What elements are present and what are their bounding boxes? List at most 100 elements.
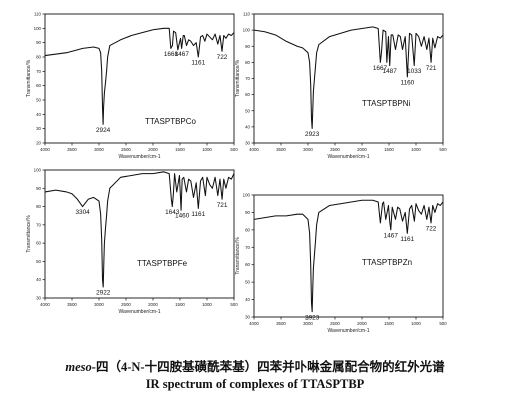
chart-panel-ttasptbpzn: 4000 3500 3000 2500 2000 1500 1000 500 30 40 50 60 7… [235,193,447,335]
caption-english: IR spectrum of complexes of TTASPTBP [145,377,365,391]
y-tick-label: 40 [36,277,41,282]
peak-label: 1643 [165,209,180,216]
y-tick-label: 100 [34,26,42,31]
y-tick-label: 30 [245,141,250,146]
x-axis-label: Wavenumber/cm-1 [327,154,369,160]
plot-frame [253,194,444,318]
y-tick-label: 70 [36,69,41,74]
peak-label: 1161 [191,211,205,218]
sample-label: TTASPTBPFe [137,259,188,268]
peak-label: 1033 [407,68,422,75]
y-tick-label: 90 [36,186,41,191]
x-tick-label: 1500 [175,147,185,152]
chart-panel-ttasptbpfe: 4000 3500 3000 2500 2000 1500 1000 500 30 40 50 60 7… [26,168,238,316]
x-tick-label: 1000 [202,147,212,152]
x-tick-label: 500 [230,302,238,307]
chart-panel-ttasptbpni: 4000 3500 3000 2500 2000 1500 1000 500 30 40 50 60 7… [235,12,447,161]
x-tick-label: 4000 [249,147,259,152]
y-tick-label: 50 [36,98,41,103]
x-tick-label: 3500 [276,147,286,152]
peak-label: 1668 [164,51,179,58]
y-tick-label: 20 [36,141,41,146]
y-tick-label: 80 [245,227,250,232]
peak-label: 2924 [96,127,111,134]
caption-chinese: meso-四（4-N-十四胺基磺酰苯基）四苯并卟啉金属配合物的红外光谱 [0,356,510,375]
y-tick-label: 100 [243,28,251,33]
y-tick-label: 60 [245,92,250,97]
sample-label: TTASPTBPZn [362,258,412,267]
x-tick-label: 500 [439,321,447,326]
ir-spectrum-line [44,171,235,288]
x-tick-label: 4000 [40,147,50,152]
x-tick-label: 1500 [384,147,394,152]
x-tick-label: 2500 [330,321,340,326]
y-axis-label: Transmittance/% [235,237,241,275]
y-tick-label: 80 [245,60,250,65]
peak-label: 722 [426,225,437,232]
peak-label: 1467 [175,51,190,58]
x-axis-label: Wavenumber/cm-1 [327,328,369,334]
x-tick-label: 3500 [276,321,286,326]
y-tick-label: 100 [243,193,251,198]
x-tick-label: 3000 [303,147,313,152]
ir-spectrum-line [253,199,444,313]
y-tick-label: 40 [245,124,250,129]
y-tick-label: 90 [36,40,41,45]
x-tick-label: 3000 [303,321,313,326]
y-axis-label: Transmittance/% [26,215,32,253]
y-tick-label: 60 [36,241,41,246]
x-tick-label: 500 [230,147,238,152]
x-axis-label: Wavenumber/cm-1 [118,154,160,160]
plot-frame [253,13,444,144]
x-tick-label: 4000 [40,302,50,307]
y-tick-label: 50 [245,108,250,113]
y-tick-label: 30 [36,296,41,301]
peak-label: 2923 [305,131,320,138]
y-tick-label: 70 [245,245,250,250]
peak-label: 1487 [383,68,398,75]
x-tick-label: 2500 [330,147,340,152]
peak-label: 1460 [175,213,190,220]
x-tick-label: 2500 [121,302,131,307]
y-tick-label: 110 [243,12,251,17]
x-tick-label: 1500 [175,302,185,307]
y-axis-label: Transmittance/% [235,59,241,97]
x-tick-label: 3000 [94,147,104,152]
peak-label: 2923 [305,314,320,321]
y-tick-label: 100 [34,168,42,173]
x-tick-label: 1000 [411,321,421,326]
peak-label: 2922 [96,290,111,297]
y-tick-label: 40 [245,297,250,302]
y-tick-label: 60 [245,262,250,267]
chart-panel-ttasptbpco: 4000 3500 3000 2500 2000 1500 1000 500 20 30 40 50 6… [26,12,238,161]
x-tick-label: 2000 [357,321,367,326]
y-tick-label: 80 [36,204,41,209]
y-tick-label: 30 [36,126,41,131]
peak-label: 1161 [191,60,205,67]
y-axis-label: Transmittance/% [26,59,32,97]
y-tick-label: 70 [36,222,41,227]
caption-chinese-text: 四（4-N-十四胺基磺酰苯基）四苯并卟啉金属配合物的红外光谱 [95,360,445,374]
peak-label: 3304 [75,209,90,216]
y-tick-label: 40 [36,112,41,117]
plot-frame [44,13,235,144]
sample-label: TTASPTBPNi [362,99,411,108]
x-tick-label: 1000 [202,302,212,307]
y-tick-label: 90 [245,210,250,215]
plot-frame [44,169,235,299]
ir-spectrum-line [253,26,444,130]
sample-label: TTASPTBPCo [145,117,197,126]
y-tick-label: 110 [34,12,42,17]
x-tick-label: 500 [439,147,447,152]
y-tick-label: 70 [245,76,250,81]
x-tick-label: 1000 [411,147,421,152]
peak-label: 1467 [384,232,399,239]
x-tick-label: 2000 [357,147,367,152]
x-tick-label: 3500 [67,147,77,152]
y-tick-label: 50 [36,259,41,264]
x-tick-label: 3500 [67,302,77,307]
caption-meso-prefix: meso- [65,360,96,374]
x-tick-label: 2500 [121,147,131,152]
x-tick-label: 4000 [249,321,259,326]
